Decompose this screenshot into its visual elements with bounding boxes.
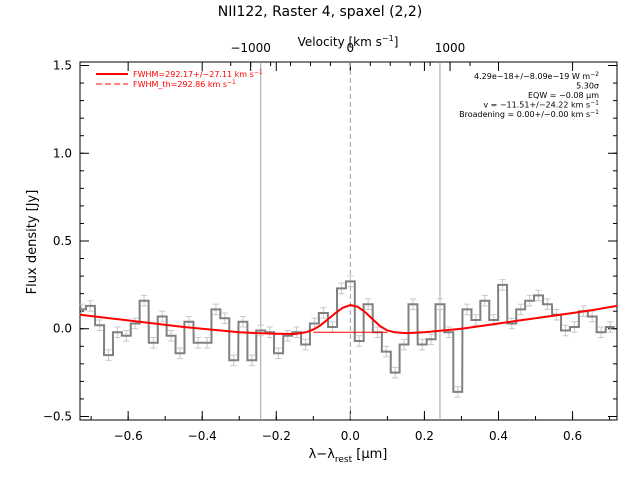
x-tick-label: 0.4 — [489, 429, 508, 443]
top-axis-label-sup: −1 — [382, 34, 394, 43]
legend-label-sup: −1 — [254, 69, 263, 76]
annotation-text: EQW = −0.08 μm — [528, 91, 599, 100]
spectrum-histogram — [80, 280, 615, 393]
y-tick-label: −0.5 — [43, 409, 72, 423]
chart-title: NII122, Raster 4, spaxel (2,2) — [218, 4, 423, 20]
legend-label-text: FWHM_th=292.86 km s — [133, 80, 227, 89]
annotation-line: 4.29e−18+/−8.09e−19 W m−2 — [474, 71, 599, 81]
x-tick-label: −0.4 — [188, 429, 217, 443]
annotation-text: 5.30σ — [576, 82, 599, 91]
x-axis-label: λ−λrest [μm] — [309, 447, 388, 465]
x-axis-label-main: λ−λ — [309, 447, 336, 462]
fit-curve — [79, 304, 618, 336]
annotation-text: 4.29e−18+/−8.09e−19 W m — [474, 72, 590, 81]
annotation-line: Broadening = 0.00+/−0.00 km s−1 — [459, 109, 599, 119]
top-tick-label: −1000 — [230, 41, 271, 55]
legend-label: FWHM_th=292.86 km s−1 — [133, 79, 236, 89]
top-axis-label-main: Velocity [km s — [298, 35, 382, 49]
annotation-text: Broadening = 0.00+/−0.00 km s — [459, 110, 590, 119]
x-tick-label: 0.2 — [415, 429, 434, 443]
y-tick-label: 1.5 — [53, 59, 72, 73]
plot-area — [78, 62, 618, 420]
top-axis-label-end: ] — [394, 35, 399, 49]
legend-label-sup: −1 — [227, 79, 236, 86]
y-axis-label: Flux density [Jy] — [25, 190, 40, 295]
annotation-line: 5.30σ — [576, 82, 599, 91]
legend-label-text: FWHM=292.17+/−27.11 km s — [133, 70, 254, 79]
annotation-sup: −1 — [590, 109, 599, 116]
y-tick-label: 0.0 — [53, 322, 72, 336]
x-tick-label: 0.0 — [341, 429, 360, 443]
annotation-line: v = −11.51+/−24.22 km s−1 — [483, 100, 599, 110]
x-tick-label: −0.2 — [262, 429, 291, 443]
top-tick-label: 0 — [347, 41, 355, 55]
y-tick-label: 0.5 — [53, 234, 72, 248]
annotation-line: EQW = −0.08 μm — [528, 91, 599, 100]
x-tick-label: −0.6 — [114, 429, 143, 443]
top-tick-label: 1000 — [435, 41, 466, 55]
annotation-sup: −1 — [590, 100, 599, 107]
legend: FWHM=292.17+/−27.11 km s−1FWHM_th=292.86… — [96, 69, 263, 89]
annotation-text: v = −11.51+/−24.22 km s — [483, 101, 590, 110]
x-tick-label: 0.6 — [563, 429, 582, 443]
axes-group: −0.6 −0.4 −0.2 0.0 0.2 0.4 0.6 −0.5 0.0 0.5 1.0 1.5… — [43, 41, 618, 443]
top-axis-label: Velocity [km s−1] — [298, 34, 399, 49]
x-axis-label-unit: [μm] — [352, 447, 387, 462]
legend-label: FWHM=292.17+/−27.11 km s−1 — [133, 69, 263, 79]
x-axis-label-sub: rest — [335, 455, 353, 465]
annotation-sup: −2 — [590, 71, 599, 78]
y-tick-label: 1.0 — [53, 146, 72, 160]
